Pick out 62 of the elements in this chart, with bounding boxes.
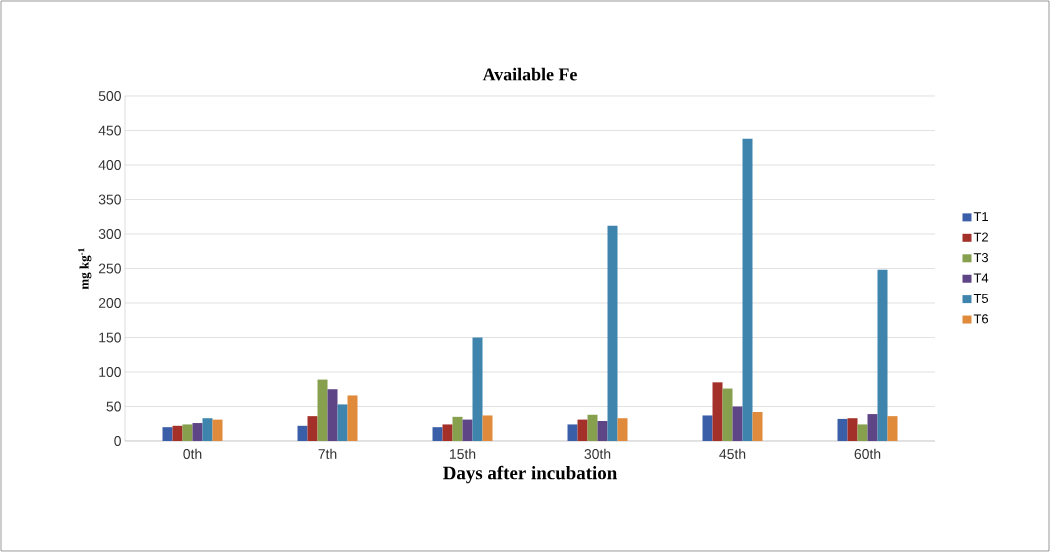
bar (857, 424, 868, 441)
bar (317, 379, 328, 441)
y-tick-label: 100 (99, 367, 121, 377)
y-tick-label: 250 (98, 263, 121, 274)
y-tick-label: 0 (114, 436, 121, 446)
y-axis-title: mg kg$^{-1}$ (78, 248, 92, 290)
x-axis-title: Days after incubation (443, 465, 617, 484)
legend-label: T1 (973, 212, 988, 222)
legend-label: T2 (973, 232, 988, 242)
x-tick-label: 60th (854, 448, 881, 459)
legend-label: T3 (973, 253, 989, 263)
y-tick-label: 400 (98, 160, 121, 170)
bar (337, 404, 348, 441)
bar (712, 382, 723, 441)
bar (587, 414, 598, 441)
x-tick-label: 7th (318, 448, 337, 459)
bar (442, 424, 453, 441)
y-tick-label: 350 (98, 194, 121, 205)
y-tick-label: 500 (98, 91, 121, 101)
bar (347, 395, 358, 441)
bar (577, 419, 588, 441)
chart-title: Available Fe (482, 67, 577, 81)
x-tick-label: 0th (183, 448, 202, 459)
bar (867, 414, 878, 441)
bar (607, 225, 618, 441)
bar (162, 427, 173, 441)
bar (307, 416, 318, 441)
bar (192, 423, 203, 441)
y-tick-label: 200 (98, 298, 121, 308)
bar (172, 425, 183, 441)
bar (327, 389, 338, 441)
bar (597, 420, 608, 441)
x-tick-label: 30th (584, 448, 611, 459)
bar (702, 415, 713, 441)
x-tick-label: 15th (450, 448, 476, 459)
x-tick-label: 45th (719, 448, 746, 459)
legend-label: T4 (973, 273, 989, 283)
bar (432, 427, 443, 441)
bar (837, 418, 848, 441)
bar (202, 418, 213, 441)
bar (182, 424, 193, 441)
bar (752, 412, 763, 441)
bar (887, 416, 898, 441)
bar (732, 406, 743, 441)
bar (877, 269, 888, 441)
bar (847, 418, 858, 441)
legend-label: T5 (973, 293, 989, 303)
bar (567, 424, 578, 441)
bar (482, 415, 493, 441)
legend-label: T6 (973, 314, 989, 324)
bar (462, 419, 473, 441)
bar (742, 138, 753, 441)
bar (617, 418, 628, 441)
bar (472, 337, 483, 441)
y-tick-label: 300 (98, 229, 121, 239)
bar (722, 388, 733, 441)
bar (212, 419, 223, 441)
y-tick-label: 450 (98, 125, 121, 136)
y-tick-label: 50 (106, 401, 121, 412)
bar (452, 416, 463, 441)
y-tick-label: 150 (99, 332, 121, 343)
bar (297, 425, 308, 441)
